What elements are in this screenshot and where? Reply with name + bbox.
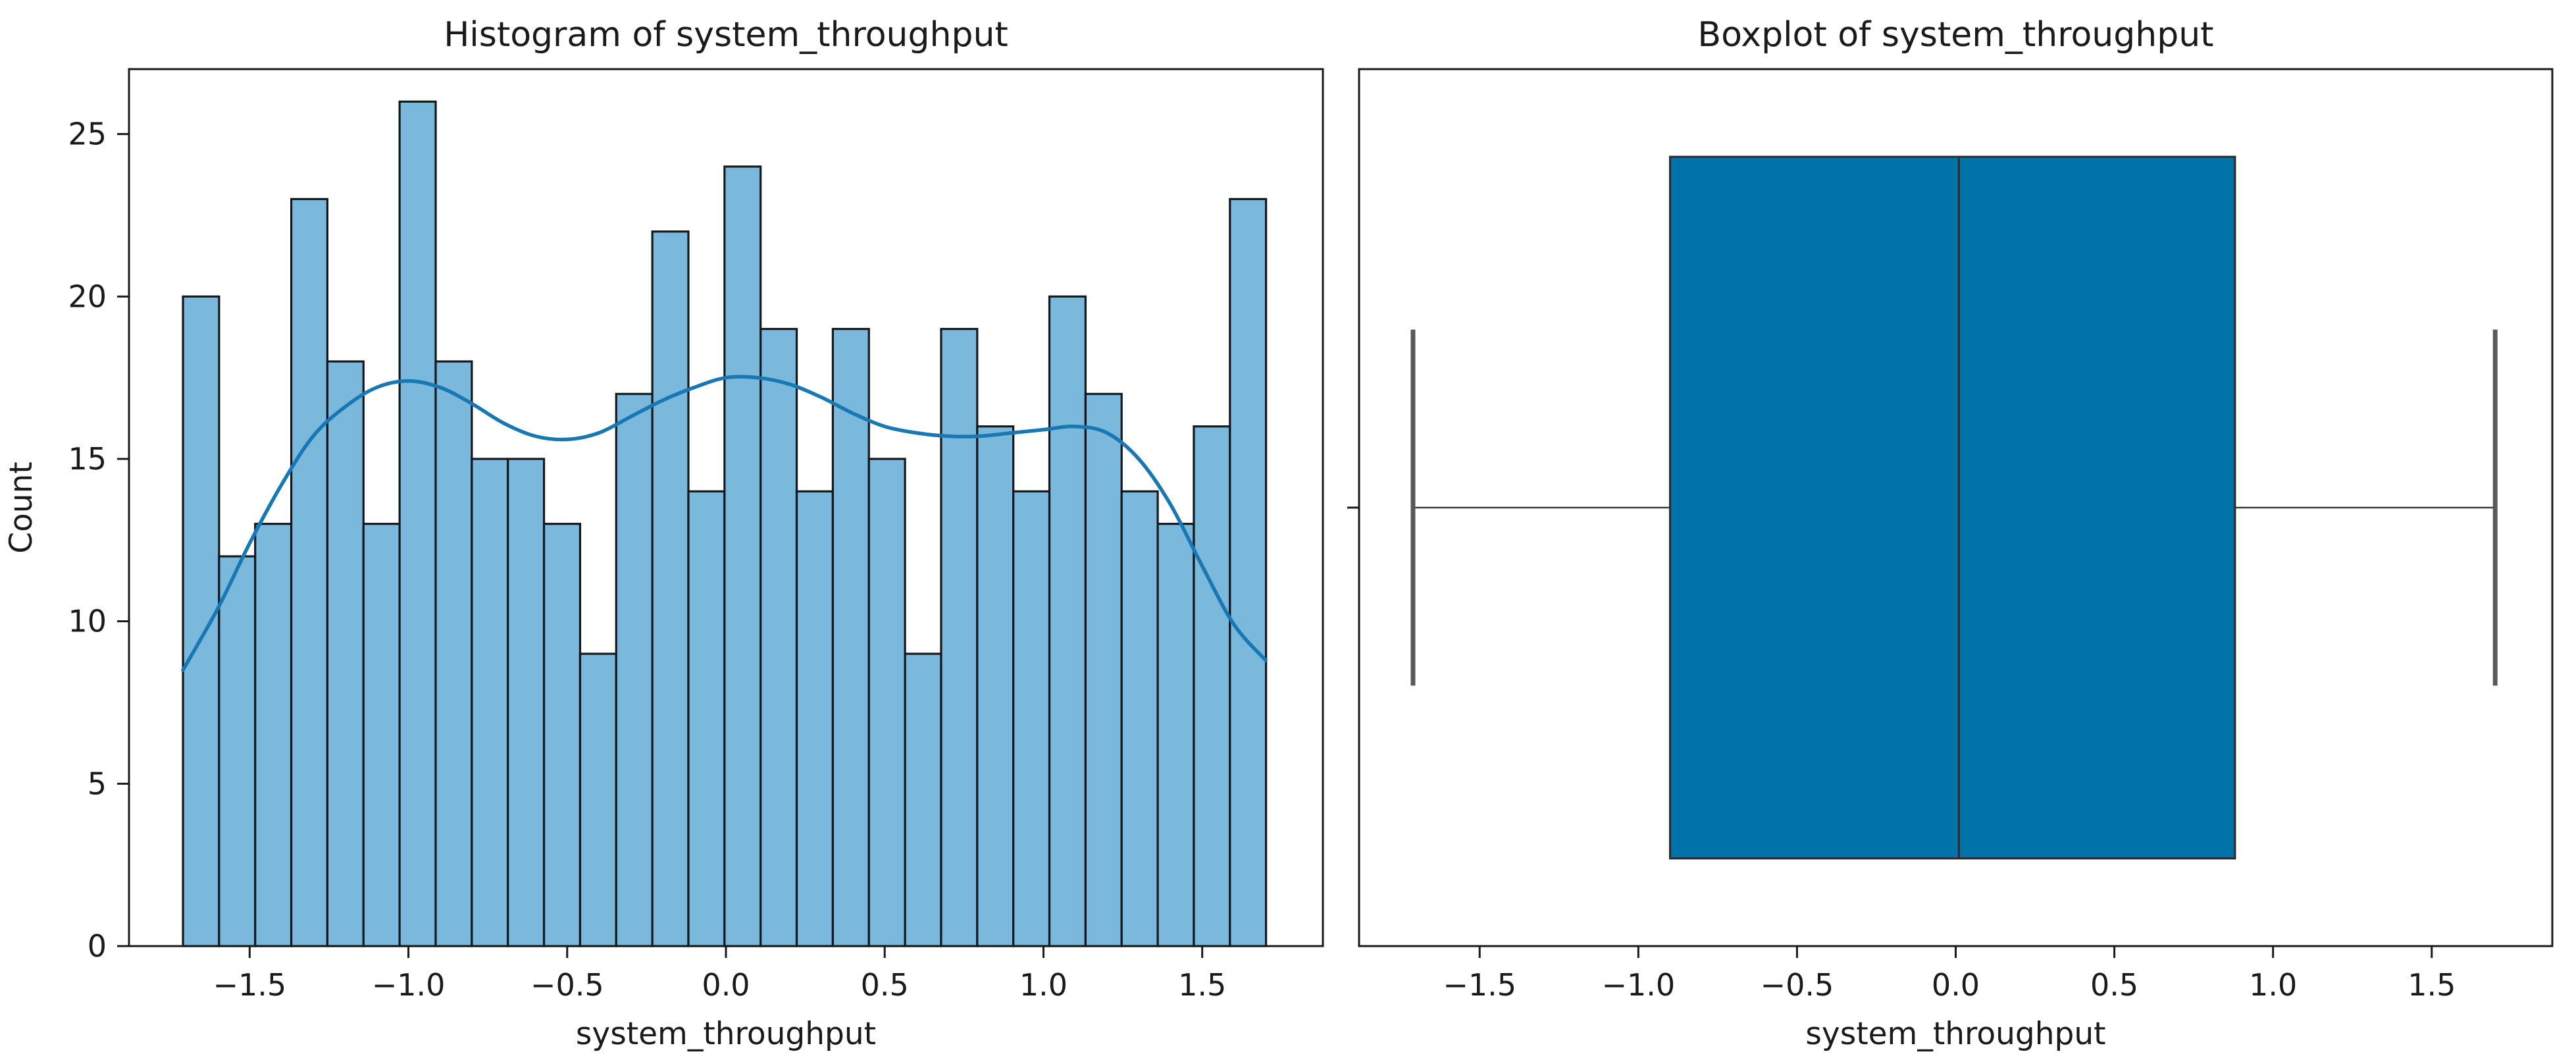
histogram-bar [760, 328, 798, 947]
iqr-box [1668, 155, 2236, 860]
y-tick-label: 15 [68, 441, 107, 477]
right-plot-title: Boxplot of system_throughput [1697, 15, 2213, 55]
y-tick-label: 20 [68, 278, 107, 314]
histogram-bar [1084, 392, 1123, 947]
y-tick-label: 10 [68, 604, 107, 639]
histogram-bar [579, 652, 617, 947]
histogram-bar [362, 523, 401, 947]
histogram-bar [1120, 490, 1159, 947]
x-tick-label: 1.0 [1019, 967, 1068, 1003]
histogram-bar [398, 100, 437, 947]
histogram-bar [1156, 523, 1195, 947]
histogram-bar [831, 328, 870, 947]
histogram-bar [1229, 198, 1268, 947]
y-tick-label: 25 [68, 117, 107, 152]
histogram-bar [940, 328, 979, 947]
histogram-bar [976, 425, 1015, 947]
histogram-bar [615, 392, 654, 947]
histogram-bar [326, 360, 365, 947]
x-tick-label: −1.5 [1443, 967, 1516, 1003]
x-tick-label: −0.5 [1761, 967, 1834, 1003]
y-tick-label: 5 [88, 766, 107, 801]
x-tick-label: 0.5 [2090, 967, 2138, 1003]
histogram-bar [867, 458, 906, 947]
histogram-bar [254, 523, 293, 947]
histogram-bar [687, 490, 726, 947]
x-tick-label: 1.0 [2249, 967, 2297, 1003]
x-tick-label: −1.0 [372, 967, 446, 1003]
left-x-axis-label: system_throughput [576, 1016, 876, 1052]
left-y-axis-label: Count [3, 462, 39, 554]
histogram-bar [182, 295, 220, 947]
histogram-bar [904, 652, 942, 947]
x-tick-label: 0.0 [702, 967, 750, 1003]
histogram-bar [434, 360, 473, 947]
histogram-bar [507, 458, 546, 947]
histogram-bar [542, 523, 582, 947]
y-tick-label: 0 [88, 928, 107, 964]
left-plot-title: Histogram of system_throughput [444, 15, 1008, 55]
histogram-bar [651, 230, 690, 947]
histogram-bar [1012, 490, 1051, 947]
histogram-bar [723, 165, 762, 947]
x-tick-label: 1.5 [2408, 967, 2456, 1003]
x-tick-label: 1.5 [1178, 967, 1226, 1003]
x-tick-label: 0.0 [1932, 967, 1980, 1003]
x-tick-label: −0.5 [530, 967, 604, 1003]
right-x-axis-label: system_throughput [1805, 1016, 2105, 1052]
x-tick-label: −1.0 [1601, 967, 1675, 1003]
histogram-bar [1193, 425, 1231, 947]
x-tick-label: −1.5 [213, 967, 286, 1003]
histogram-bar [471, 458, 509, 947]
histogram-bar [1048, 295, 1087, 947]
histogram-bar [290, 198, 329, 947]
histogram-bar [795, 490, 834, 947]
kde-curve [181, 375, 1268, 672]
histogram-bar [218, 555, 257, 947]
x-tick-label: 0.5 [861, 967, 909, 1003]
